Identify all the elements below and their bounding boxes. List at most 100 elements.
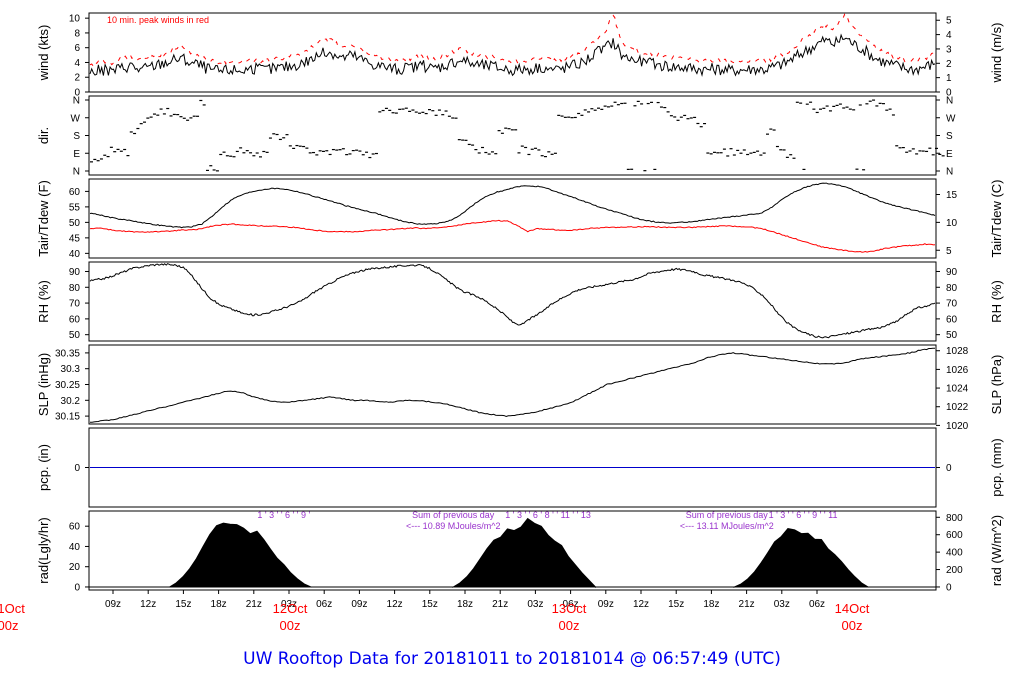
- y-tick-label-right: 0: [946, 582, 952, 593]
- day-sum-title: Sum of previous day: [412, 510, 495, 520]
- x-tick-label: 03z: [527, 599, 543, 610]
- x-tick-label: 15z: [175, 599, 191, 610]
- y-tick-label: N: [73, 167, 80, 178]
- x-tick-label: 15z: [422, 599, 438, 610]
- solar-day-area: [733, 528, 870, 588]
- y-tick-label-right: 10: [946, 218, 958, 229]
- x-tick-label: 03z: [774, 599, 790, 610]
- hour-markers: 1 ' 3 ' ' 6 ' ' 9 ' ' 11: [769, 510, 838, 520]
- y-tick-label-right: 3: [946, 44, 952, 55]
- x-tick-label: 06z: [809, 599, 825, 610]
- y-tick-label: 30.2: [61, 396, 81, 407]
- solar-day-area: [452, 517, 597, 589]
- series-line-mean: [89, 33, 936, 77]
- x-tick-label: 18z: [211, 599, 227, 610]
- y-tick-label: 60: [69, 314, 81, 325]
- y-tick-label: 0: [74, 582, 80, 593]
- panel-dir: dir.N NW WS SE EN N: [36, 95, 956, 178]
- y-tick-label: 45: [69, 233, 81, 244]
- y-tick-label: 8: [74, 28, 80, 39]
- series-line-slp: [90, 347, 935, 423]
- y-tick-label: E: [73, 149, 80, 160]
- y-tick-label-right: 50: [946, 330, 958, 341]
- day-sum-title: Sum of previous day: [686, 510, 769, 520]
- y-tick-label: 50: [69, 330, 81, 341]
- panel-frame: [88, 12, 937, 93]
- panel-slp: SLP (inHg) SLP (hPa) 30.15 30.2 30.25 30.3 30.…: [36, 344, 1004, 432]
- y-tick-label: 50: [69, 218, 81, 229]
- solar-day-area: [168, 522, 312, 588]
- y-tick-label-right: 600: [946, 530, 963, 541]
- panel-wind: wind (kts) wind (m/s) 0 2 4 6 8 10 0 1 2 3 4 5 10 min.…: [36, 12, 1004, 99]
- y-tick-label: 60: [69, 187, 81, 198]
- x-tick-label: 06z: [316, 599, 332, 610]
- y-tick-label-right: 1026: [946, 365, 969, 376]
- x-tick-label: 06z: [563, 599, 579, 610]
- y-tick-label: 30.25: [55, 380, 80, 391]
- y-tick-label: 60: [69, 522, 81, 533]
- y-axis-label-right: rad (W/m^2): [989, 515, 1004, 586]
- panel-pcp: pcp. (in) pcp. (mm) 0 0: [36, 427, 1004, 508]
- plot-footer-title: UW Rooftop Data for 20181011 to 20181014…: [243, 649, 781, 669]
- x-tick-label: 09z: [598, 599, 614, 610]
- y-tick-label: 30.35: [55, 348, 80, 359]
- hour-markers: 1 ' 3 ' ' 6 ' ' 9 ': [257, 510, 310, 520]
- y-tick-label-right: 1028: [946, 346, 969, 357]
- y-tick-label: 0: [74, 88, 80, 99]
- y-tick-label: N: [73, 96, 80, 107]
- x-tick-label: 21z: [492, 599, 508, 610]
- y-tick-label: 0: [74, 463, 80, 474]
- y-axis-label-right: Tair/Tdew (C): [989, 179, 1004, 257]
- day-label: 12Oct: [273, 601, 308, 616]
- x-tick-label: 15z: [668, 599, 684, 610]
- y-tick-label-right: 0: [946, 463, 952, 474]
- y-axis-label: rad(Lgly/hr): [36, 517, 51, 583]
- series-line-rh: [89, 263, 936, 339]
- day-label: 11Oct: [0, 601, 25, 616]
- panel-frame: [88, 510, 937, 591]
- panel-frame: [88, 178, 937, 259]
- x-tick-label: 12z: [387, 599, 403, 610]
- day-label: 13Oct: [552, 601, 587, 616]
- y-tick-label: S: [73, 131, 80, 142]
- y-axis-label: dir.: [36, 127, 51, 144]
- y-axis-label: RH (%): [36, 280, 51, 323]
- y-axis-label: pcp. (in): [36, 444, 51, 491]
- y-tick-label-right: 0: [946, 88, 952, 99]
- y-tick-label: 40: [69, 542, 81, 553]
- y-tick-label-right: 400: [946, 548, 963, 559]
- x-tick-label: 21z: [246, 599, 262, 610]
- y-axis-label-right: wind (m/s): [989, 23, 1004, 84]
- y-axis-label-right: pcp. (mm): [989, 438, 1004, 497]
- y-tick-label-right: 90: [946, 267, 958, 278]
- y-tick-label-right: W: [946, 113, 956, 124]
- y-tick-label: 6: [74, 43, 80, 54]
- y-tick-label-right: E: [946, 149, 953, 160]
- y-tick-label-right: 1024: [946, 384, 969, 395]
- y-tick-label-right: 80: [946, 283, 958, 294]
- y-tick-label: 30.3: [61, 364, 81, 375]
- y-tick-label-right: 5: [946, 16, 952, 27]
- panel-rh: RH (%) RH (%) 50 60 70 80 90 50 60 70 80 90: [36, 261, 1004, 342]
- panel-frame: [88, 261, 937, 342]
- panel-rad: rad(Lgly/hr) rad (W/m^2)02040600200400600…: [36, 510, 1004, 593]
- y-tick-label: 40: [69, 249, 81, 260]
- y-tick-label-right: 2: [946, 59, 952, 70]
- y-tick-label: W: [71, 113, 81, 124]
- y-tick-label: 55: [69, 202, 81, 213]
- x-axis: 09z 12z 15z 18z 21z 03z 06z 09z 12z 15z 18z 21z 03z 0…: [0, 590, 870, 633]
- y-tick-label-right: N: [946, 96, 953, 107]
- series-line-air: [89, 182, 936, 229]
- y-tick-label: 10: [69, 14, 81, 25]
- panel-frame: [88, 95, 937, 176]
- wind-annotation: 10 min. peak winds in red: [107, 15, 209, 25]
- y-tick-label: 70: [69, 299, 81, 310]
- panel-temp: Tair/Tdew (F) Tair/Tdew (C) 40 45 50 55 60 5 10 1…: [36, 178, 1004, 260]
- day-label-sub: 00z: [559, 618, 580, 633]
- y-tick-label-right: 15: [946, 190, 958, 201]
- y-tick-label: 90: [69, 267, 81, 278]
- day-label-sub: 00z: [0, 618, 18, 633]
- y-axis-label-right: SLP (hPa): [989, 355, 1004, 415]
- y-tick-label-right: 60: [946, 314, 958, 325]
